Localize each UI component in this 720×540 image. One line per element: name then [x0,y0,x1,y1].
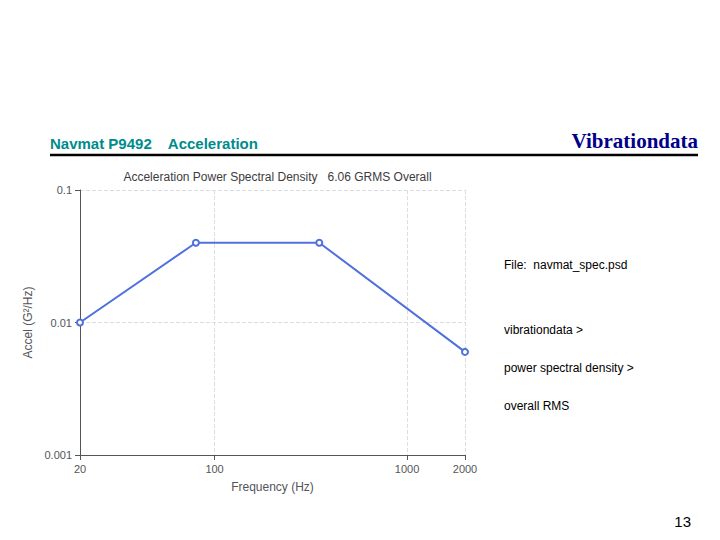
svg-text:0.01: 0.01 [51,317,72,329]
svg-text:Accel (G²/Hz): Accel (G²/Hz) [21,286,35,358]
svg-text:1000: 1000 [395,463,419,475]
svg-text:Acceleration Power Spectral De: Acceleration Power Spectral Density 6.06… [123,170,431,184]
svg-text:13: 13 [674,513,691,530]
svg-text:2000: 2000 [453,463,477,475]
svg-text:0.001: 0.001 [44,449,72,461]
svg-text:Vibrationdata: Vibrationdata [572,129,699,153]
svg-text:vibrationdata >: vibrationdata > [504,323,583,337]
svg-text:Navmat P9492 Acceleration: Navmat P9492 Acceleration [50,135,258,152]
svg-text:overall RMS: overall RMS [504,399,569,413]
svg-text:File: navmat_spec.psd: File: navmat_spec.psd [504,258,627,272]
svg-text:100: 100 [205,463,223,475]
svg-text:Frequency (Hz): Frequency (Hz) [231,480,314,494]
svg-text:20: 20 [74,463,86,475]
svg-text:0.1: 0.1 [57,184,72,196]
svg-text:power spectral density >: power spectral density > [504,361,634,375]
